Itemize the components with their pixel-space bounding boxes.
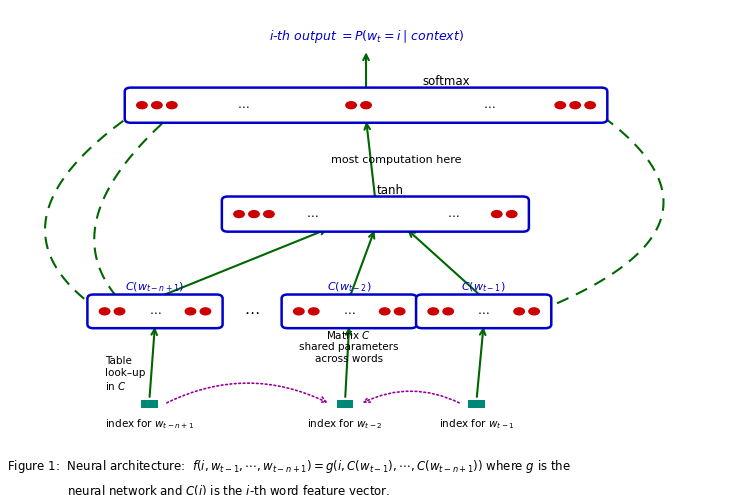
Text: softmax: softmax [423,75,470,88]
Text: $C(w_{t-2})$: $C(w_{t-2})$ [327,280,371,294]
Circle shape [185,308,196,315]
Text: index for $w_{t-n+1}$: index for $w_{t-n+1}$ [105,417,194,431]
Text: $\cdots$: $\cdots$ [149,305,161,318]
Circle shape [492,211,502,217]
Circle shape [264,211,274,217]
Circle shape [570,102,580,108]
Circle shape [585,102,595,108]
FancyBboxPatch shape [87,295,223,328]
Circle shape [361,102,371,108]
Circle shape [346,102,356,108]
FancyBboxPatch shape [468,399,485,408]
Circle shape [506,211,517,217]
FancyBboxPatch shape [125,88,607,123]
Circle shape [249,211,259,217]
Circle shape [514,308,524,315]
Text: Figure 1:  Neural architecture:  $f(i, w_{t-1}, \cdots, w_{t-n+1}) = g(i, C(w_{t: Figure 1: Neural architecture: $f(i, w_{… [7,458,571,475]
FancyBboxPatch shape [337,399,353,408]
Text: $\cdots$: $\cdots$ [477,305,490,318]
Circle shape [234,211,244,217]
Text: $\cdots$: $\cdots$ [237,99,249,112]
Circle shape [394,308,405,315]
Text: $C(w_{t-1})$: $C(w_{t-1})$ [462,280,506,294]
FancyBboxPatch shape [416,295,551,328]
Text: most computation here: most computation here [331,154,461,165]
Circle shape [443,308,453,315]
Circle shape [555,102,565,108]
Text: $\cdots$: $\cdots$ [343,305,356,318]
Circle shape [114,308,125,315]
Circle shape [99,308,110,315]
FancyBboxPatch shape [282,295,417,328]
Circle shape [167,102,177,108]
Text: Table
look–up
in $C$: Table look–up in $C$ [105,356,145,392]
Text: index for $w_{t-2}$: index for $w_{t-2}$ [307,417,383,431]
Circle shape [309,308,319,315]
Text: index for $w_{t-1}$: index for $w_{t-1}$ [438,417,515,431]
Text: Matrix $C$
shared parameters
across words: Matrix $C$ shared parameters across word… [299,329,399,364]
FancyBboxPatch shape [141,399,158,408]
Circle shape [294,308,304,315]
Circle shape [200,308,211,315]
Circle shape [379,308,390,315]
Text: $i$-th output $= P(w_t = i \mid context)$: $i$-th output $= P(w_t = i \mid context)… [269,28,463,45]
Circle shape [428,308,438,315]
Circle shape [152,102,162,108]
Text: $C(w_{t-n+1})$: $C(w_{t-n+1})$ [125,280,185,294]
Text: $\cdots$: $\cdots$ [306,207,318,221]
Text: neural network and $C(i)$ is the $i$-th word feature vector.: neural network and $C(i)$ is the $i$-th … [67,483,391,495]
Text: $\cdots$: $\cdots$ [447,207,459,221]
Text: $\cdots$: $\cdots$ [244,304,260,319]
Text: tanh: tanh [376,184,403,197]
Circle shape [137,102,147,108]
Circle shape [529,308,539,315]
Text: $\cdots$: $\cdots$ [483,99,495,112]
FancyBboxPatch shape [222,197,529,232]
